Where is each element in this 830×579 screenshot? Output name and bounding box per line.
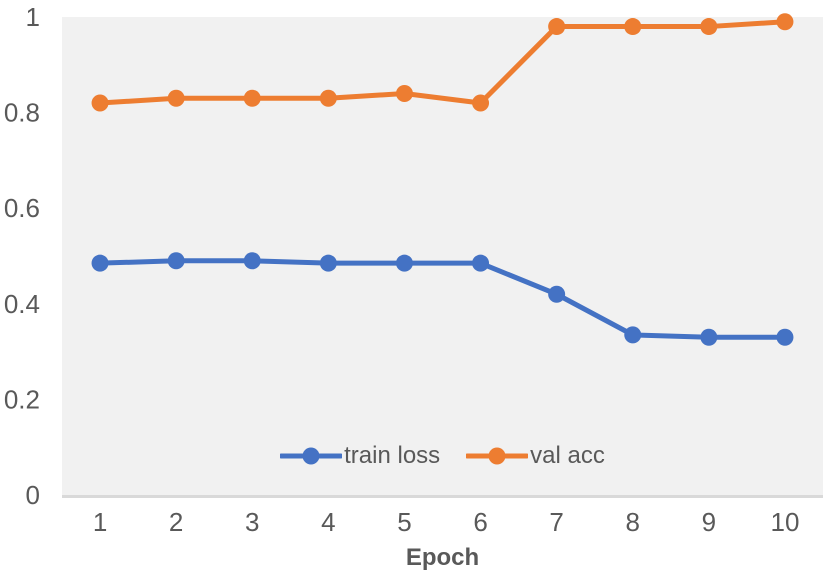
y-axis-tick-label: 0.6 — [4, 193, 40, 223]
train-loss-point-10 — [776, 328, 794, 346]
val-acc-point-2 — [167, 89, 185, 107]
val-acc-point-7 — [548, 18, 566, 36]
x-axis-tick-label: 6 — [473, 507, 487, 537]
x-axis-title-wrap: Epoch — [62, 544, 823, 572]
y-axis-tick-label: 0.8 — [4, 98, 40, 128]
y-axis-tick-label: 1 — [26, 2, 40, 32]
train-loss-point-6 — [472, 254, 490, 272]
x-axis-title: Epoch — [405, 544, 480, 571]
y-axis-tick-label: 0.4 — [4, 289, 40, 319]
x-axis-tick-label: 4 — [321, 507, 335, 537]
val-acc-point-8 — [624, 18, 642, 36]
x-axis-tick-label: 7 — [549, 507, 563, 537]
val-acc-point-4 — [319, 89, 337, 107]
x-axis-tick-label: 9 — [702, 507, 716, 537]
val-acc-point-6 — [472, 94, 490, 112]
y-axis-tick-label: 0.2 — [4, 384, 40, 414]
train-loss-point-4 — [319, 254, 337, 272]
val-acc-point-3 — [243, 89, 261, 107]
train-loss-line — [97, 258, 788, 340]
train-loss-point-2 — [167, 252, 185, 270]
train-loss-point-5 — [395, 254, 413, 272]
train-loss-point-8 — [624, 326, 642, 344]
val-acc-point-1 — [91, 94, 109, 112]
x-axis-tick-label: 2 — [169, 507, 183, 537]
x-axis-tick-label: 3 — [245, 507, 259, 537]
val-acc-point-9 — [700, 18, 718, 36]
x-axis-tick-label: 1 — [93, 507, 107, 537]
y-axis-tick-label: 0 — [26, 480, 40, 510]
val-acc-point-10 — [776, 13, 794, 31]
val-acc-line — [97, 19, 788, 106]
train-loss-point-3 — [243, 252, 261, 270]
val-acc-point-5 — [395, 84, 413, 102]
train-loss-point-1 — [91, 254, 109, 272]
train-loss-point-7 — [548, 285, 566, 303]
x-axis-tick-label: 5 — [397, 507, 411, 537]
x-axis-tick-label: 10 — [770, 507, 799, 537]
train-loss-point-9 — [700, 328, 718, 346]
x-axis-tick-label: 8 — [626, 507, 640, 537]
